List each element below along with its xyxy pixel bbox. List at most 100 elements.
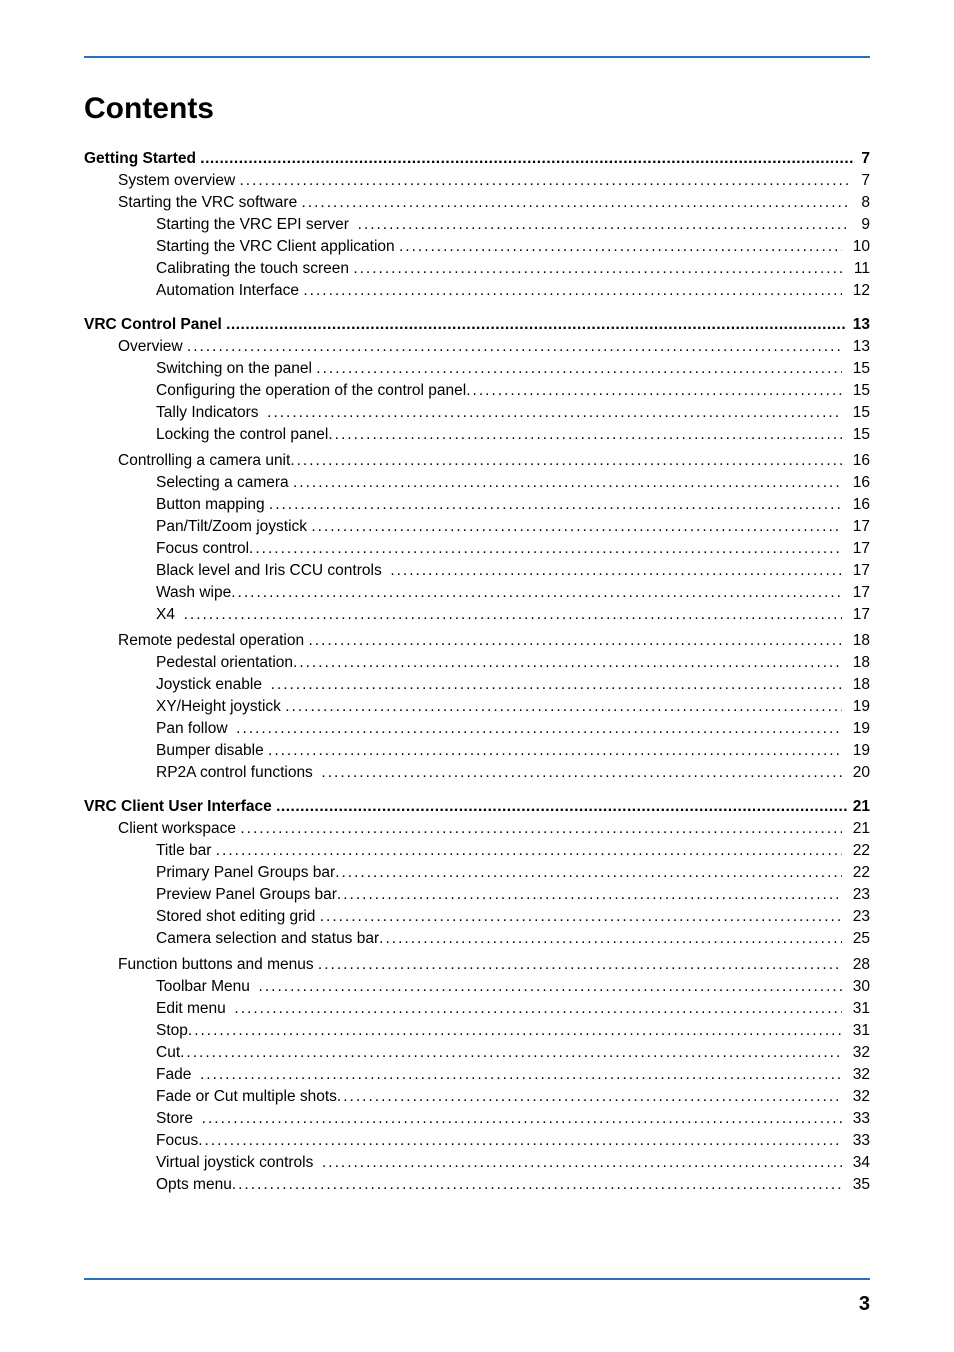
toc-leader-dots <box>259 976 843 998</box>
toc-entry-page: 23 <box>842 906 870 928</box>
toc-entry-page: 11 <box>844 258 870 280</box>
toc-leader-dots <box>202 1108 843 1130</box>
toc-leader-dots <box>311 516 842 538</box>
toc-entry-page: 20 <box>842 762 870 784</box>
toc-entry-page: 33 <box>842 1108 870 1130</box>
toc-entry[interactable]: Primary Panel Groups bar 22 <box>156 862 870 884</box>
toc-leader-dots <box>231 582 842 604</box>
toc-leader-dots <box>232 1174 843 1196</box>
toc-entry[interactable]: Virtual joystick controls 34 <box>156 1152 870 1174</box>
toc-entry-label: Black level and Iris CCU controls <box>156 560 390 582</box>
toc-entry[interactable]: Cut 32 <box>156 1042 870 1064</box>
toc-leader-dots <box>390 560 842 582</box>
toc-entry-page: 18 <box>842 630 870 652</box>
toc-entry[interactable]: Switching on the panel 15 <box>156 358 870 380</box>
toc-entry[interactable]: Pan/Tilt/Zoom joystick 17 <box>156 516 870 538</box>
toc-entry[interactable]: Automation Interface 12 <box>156 280 870 302</box>
toc-entry-label: Fade <box>156 1064 200 1086</box>
toc-entry[interactable]: Overview 13 <box>118 336 870 358</box>
toc-leader-dots <box>337 1086 843 1108</box>
toc-entry[interactable]: Joystick enable 18 <box>156 674 870 696</box>
toc-entry[interactable]: Starting the VRC software 8 <box>118 192 870 214</box>
page-number: 3 <box>859 1293 870 1316</box>
toc-leader-dots <box>322 1152 842 1174</box>
toc-gap <box>84 302 870 314</box>
toc-entry[interactable]: Locking the control panel 15 <box>156 424 870 446</box>
toc-entry[interactable]: XY/Height joystick 19 <box>156 696 870 718</box>
toc-entry-page: 25 <box>842 928 870 950</box>
toc-entry[interactable]: X4 17 <box>156 604 870 626</box>
toc-entry[interactable]: Fade 32 <box>156 1064 870 1086</box>
toc-entry[interactable]: Stop 31 <box>156 1020 870 1042</box>
toc-entry[interactable]: Focus control 17 <box>156 538 870 560</box>
toc-entry-page: 17 <box>842 582 870 604</box>
toc-entry[interactable]: Calibrating the touch screen 11 <box>156 258 870 280</box>
toc-entry[interactable]: Starting the VRC Client application 10 <box>156 236 870 258</box>
toc-leader-dots <box>285 696 842 718</box>
toc-leader-dots <box>379 928 842 950</box>
toc-entry[interactable]: Client workspace 21 <box>118 818 870 840</box>
toc-entry[interactable]: Stored shot editing grid 23 <box>156 906 870 928</box>
toc-entry[interactable]: Edit menu 31 <box>156 998 870 1020</box>
toc-entry[interactable]: Preview Panel Groups bar 23 <box>156 884 870 906</box>
toc-entry[interactable]: Fade or Cut multiple shots 32 <box>156 1086 870 1108</box>
toc-entry[interactable]: Toolbar Menu 30 <box>156 976 870 998</box>
toc-entry[interactable]: Black level and Iris CCU controls 17 <box>156 560 870 582</box>
toc-entry-page: 32 <box>842 1064 870 1086</box>
toc-entry-page: 17 <box>842 560 870 582</box>
toc-entry[interactable]: Pedestal orientation 18 <box>156 652 870 674</box>
toc-entry[interactable]: VRC Client User Interface 21 <box>84 796 870 818</box>
toc-entry-page: 30 <box>842 976 870 998</box>
toc-entry-label: X4 <box>156 604 184 626</box>
toc-entry-label: Fade or Cut multiple shots <box>156 1086 337 1108</box>
toc-entry[interactable]: Selecting a camera 16 <box>156 472 870 494</box>
toc-leader-dots <box>276 796 847 818</box>
toc-leader-dots <box>308 630 842 652</box>
toc-entry-page: 13 <box>847 314 870 336</box>
toc-entry[interactable]: VRC Control Panel 13 <box>84 314 870 336</box>
toc-entry-page: 17 <box>842 516 870 538</box>
toc-entry[interactable]: Store 33 <box>156 1108 870 1130</box>
toc-entry[interactable]: Configuring the operation of the control… <box>156 380 870 402</box>
toc-entry-page: 33 <box>842 1130 870 1152</box>
toc-entry-label: Starting the VRC EPI server <box>156 214 358 236</box>
toc-entry-page: 22 <box>842 840 870 862</box>
toc-entry[interactable]: Title bar 22 <box>156 840 870 862</box>
toc-entry-page: 16 <box>842 472 870 494</box>
top-rule <box>84 56 870 58</box>
toc-entry-page: 32 <box>842 1042 870 1064</box>
toc-entry[interactable]: Function buttons and menus 28 <box>118 954 870 976</box>
toc-entry-label: Pan follow <box>156 718 236 740</box>
toc-entry[interactable]: Wash wipe 17 <box>156 582 870 604</box>
toc-leader-dots <box>234 998 842 1020</box>
toc-entry-page: 28 <box>842 954 870 976</box>
toc-entry-label: Camera selection and status bar <box>156 928 379 950</box>
toc-entry-label: VRC Client User Interface <box>84 796 276 818</box>
toc-entry[interactable]: Tally Indicators 15 <box>156 402 870 424</box>
toc-entry[interactable]: Camera selection and status bar 25 <box>156 928 870 950</box>
toc-entry-label: Primary Panel Groups bar <box>156 862 335 884</box>
toc-entry[interactable]: Getting Started 7 <box>84 148 870 170</box>
toc-leader-dots <box>249 538 842 560</box>
toc-leader-dots <box>198 1130 842 1152</box>
toc-entry[interactable]: RP2A control functions 20 <box>156 762 870 784</box>
toc-entry-page: 31 <box>842 1020 870 1042</box>
toc-entry-label: Tally Indicators <box>156 402 267 424</box>
toc-entry[interactable]: System overview 7 <box>118 170 870 192</box>
toc-entry-label: Cut <box>156 1042 180 1064</box>
toc-entry[interactable]: Button mapping 16 <box>156 494 870 516</box>
toc-entry[interactable]: Focus 33 <box>156 1130 870 1152</box>
toc-entry-label: Focus <box>156 1130 198 1152</box>
toc-entry[interactable]: Opts menu 35 <box>156 1174 870 1196</box>
toc-entry[interactable]: Starting the VRC EPI server 9 <box>156 214 870 236</box>
toc-entry-label: Starting the VRC software <box>118 192 302 214</box>
toc-entry[interactable]: Pan follow 19 <box>156 718 870 740</box>
toc-entry[interactable]: Controlling a camera unit 16 <box>118 450 870 472</box>
toc-entry-label: Button mapping <box>156 494 269 516</box>
toc-leader-dots <box>318 954 843 976</box>
toc-entry[interactable]: Remote pedestal operation 18 <box>118 630 870 652</box>
toc-entry-label: Virtual joystick controls <box>156 1152 322 1174</box>
toc-entry-page: 15 <box>842 358 870 380</box>
toc-entry-page: 9 <box>851 214 870 236</box>
toc-entry[interactable]: Bumper disable 19 <box>156 740 870 762</box>
